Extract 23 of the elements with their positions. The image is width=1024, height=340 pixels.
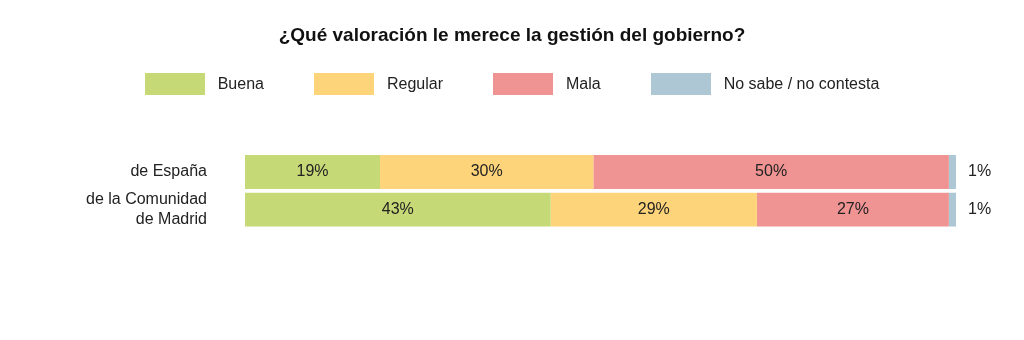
data-label: 19% <box>296 162 329 180</box>
data-label: 50% <box>755 162 788 180</box>
data-label: 30% <box>470 162 503 180</box>
legend-label: Mala <box>565 75 601 93</box>
bar <box>244 155 381 189</box>
bar <box>948 192 956 227</box>
legend-label: Buena <box>217 75 264 93</box>
legend-label: No sabe / no contesta <box>723 75 880 93</box>
bar <box>756 192 949 227</box>
data-label: 1% <box>968 162 992 180</box>
legend-label: Regular <box>386 75 443 93</box>
y-tick-label: de la Comunidad de Madrid <box>86 190 207 227</box>
data-label: 27% <box>836 200 869 218</box>
bar <box>550 192 757 227</box>
data-label: 1% <box>968 200 992 218</box>
data-label: 29% <box>637 200 670 218</box>
bar <box>593 155 949 189</box>
y-tick-label: de España <box>130 162 208 180</box>
bar <box>380 155 594 189</box>
bar <box>244 192 551 227</box>
data-label: 43% <box>381 200 414 218</box>
bar <box>948 155 956 189</box>
chart-title: ¿Qué valoración le merece la gestión del gobierno? <box>277 23 747 46</box>
